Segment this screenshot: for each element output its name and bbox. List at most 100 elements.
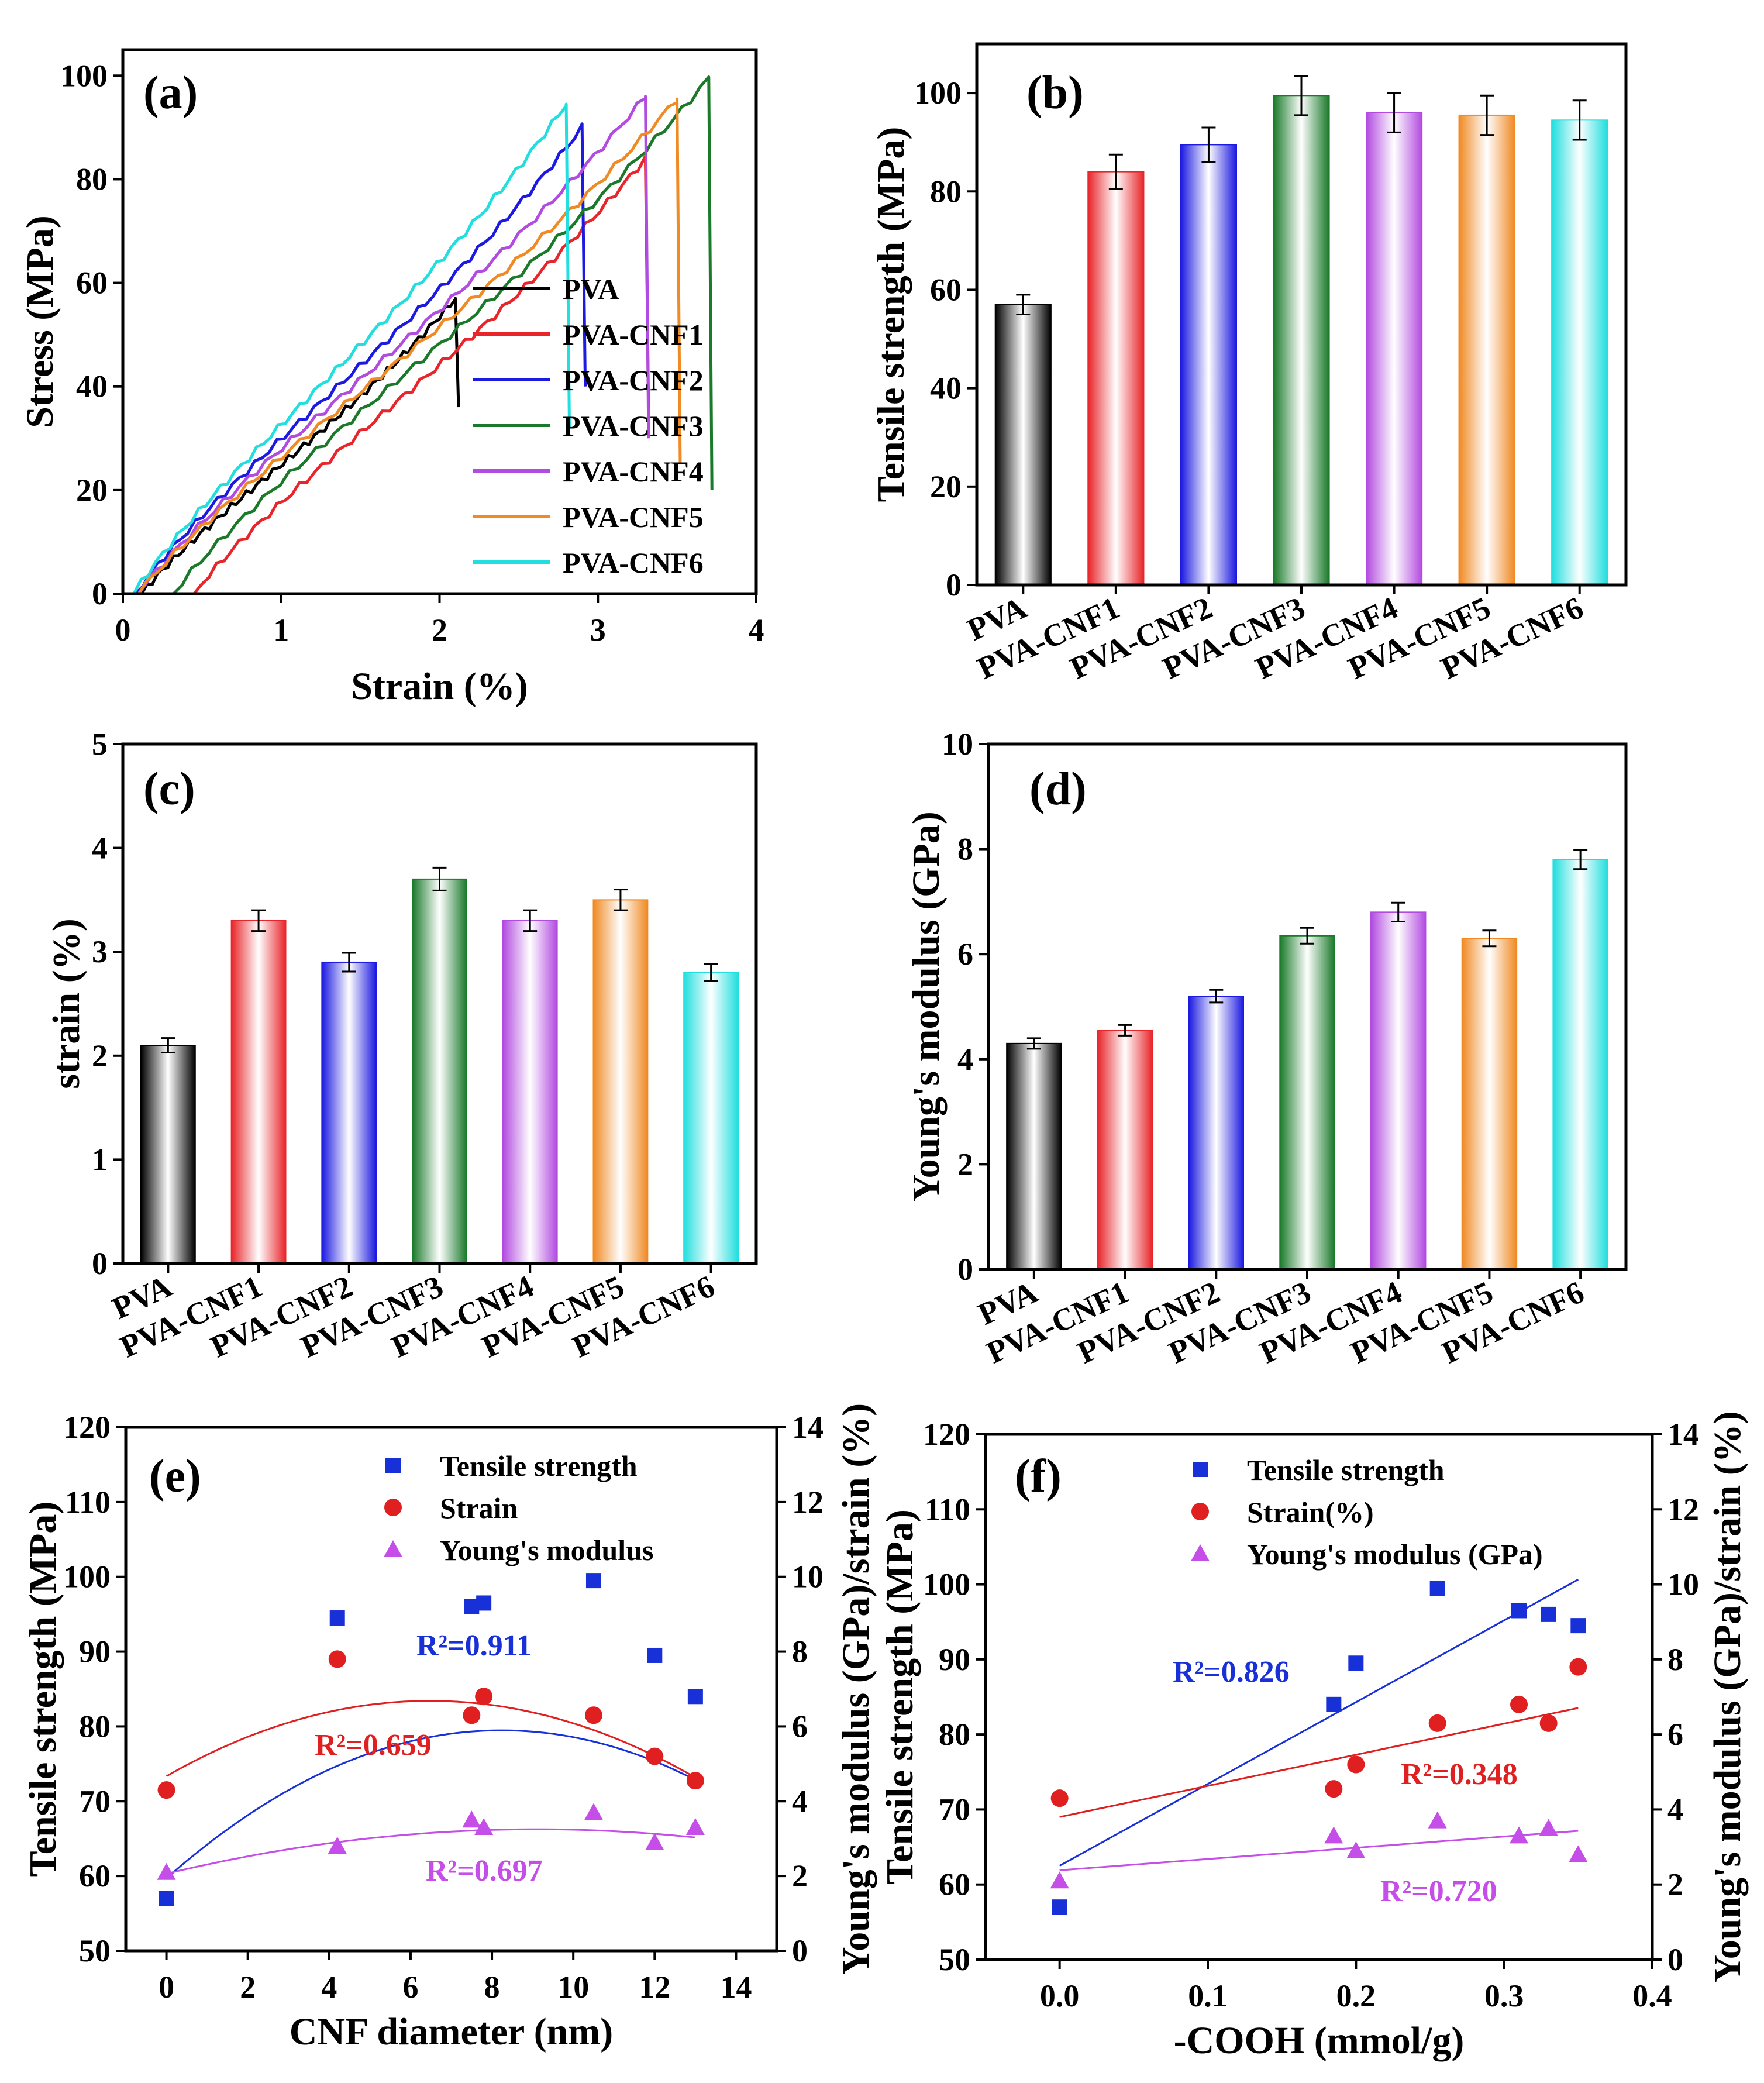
r2-label-strain: R²=0.348 (1401, 1758, 1518, 1791)
legend-label-pva-cnf3: PVA-CNF3 (563, 409, 704, 442)
legend-label-pva-cnf2: PVA-CNF2 (563, 364, 704, 397)
panel-e-right-ytick-label: 2 (792, 1858, 808, 1893)
point-ts (1429, 1580, 1445, 1596)
point-strain (584, 1706, 602, 1724)
panel-e-label: (e) (149, 1451, 201, 1502)
panel-c-label: (c) (143, 763, 195, 815)
legend-label-0: Tensile strength (440, 1450, 638, 1482)
point-ts (1326, 1696, 1342, 1712)
point-ts (1511, 1603, 1527, 1619)
point-ts (476, 1595, 492, 1611)
panel-a-xtick-label: 4 (749, 612, 764, 648)
panel-a: 0 20 40 60 80 100 0 1 2 3 4 (a) Strain (%) Stress (MP… (19, 48, 764, 708)
panel-f-right-ytick-label: 0 (1667, 1942, 1683, 1977)
curve-pva-cnf6 (132, 102, 571, 595)
curve-pva-cnf3 (172, 75, 714, 595)
legend-label-pva: PVA (563, 273, 619, 305)
fit-ym (1059, 1830, 1579, 1871)
panel-c-ytick-label: 1 (92, 1142, 108, 1177)
panel-e: 50 60 70 80 90 100 110 120 0 2 4 6 8 10 12 14 0 2 4 6 8 10 12 1… (22, 1403, 877, 2053)
panel-e-ytick-label: 90 (79, 1634, 111, 1669)
fit-ym (166, 1828, 696, 1875)
point-ts (1541, 1606, 1556, 1622)
point-ts (647, 1647, 663, 1663)
panel-a-ylabel: Stress (MPa) (19, 215, 61, 428)
panel-a-xtick-label: 3 (590, 612, 606, 648)
panel-b-ytick-label: 40 (930, 371, 962, 406)
panel-e-xtick-label: 6 (402, 1970, 418, 2005)
bar-pva-cnf2 (1180, 144, 1238, 586)
curve-pva (140, 297, 460, 595)
panel-e-xtick-label: 12 (639, 1970, 670, 2005)
panel-f-xtick-label: 0.2 (1336, 1978, 1376, 2013)
point-ym (1346, 1841, 1366, 1858)
bar-pva-cnf1 (1097, 1030, 1153, 1271)
panel-d-ylabel: Young's modulus (GPa) (905, 811, 948, 1202)
point-ym (1569, 1845, 1588, 1862)
legend-marker-2 (1191, 1544, 1210, 1561)
fit-strain (1059, 1707, 1579, 1818)
bar-pva-cnf5 (1461, 938, 1518, 1270)
bar-pva-cnf1 (1087, 171, 1145, 586)
panel-e-ytick-label: 120 (63, 1410, 111, 1445)
panel-e-ytick-label: 50 (79, 1933, 111, 1968)
point-ym (645, 1833, 664, 1850)
panel-c-ytick-label: 3 (92, 934, 108, 969)
panel-f-ytick-label: 100 (923, 1567, 970, 1602)
point-ym (1510, 1826, 1528, 1844)
panel-f-ytick-label: 60 (939, 1867, 970, 1902)
panel-f-label: (f) (1015, 1451, 1062, 1502)
panel-e-ytick-label: 100 (63, 1559, 111, 1595)
panel-f-ylabel: Tensile strength (MPa) (878, 1509, 921, 1885)
panel-e-ylabel2: Young's modulus (GPa)/strain (%) (835, 1403, 877, 1975)
panel-c: PVAPVA-CNF1PVA-CNF2PVA-CNF3PVA-CNF4PVA-C… (45, 727, 758, 1365)
r2-label-ym: R²=0.697 (426, 1854, 543, 1888)
panel-b-ytick-label: 80 (930, 174, 962, 209)
panel-e-xtick-label: 14 (720, 1970, 752, 2005)
bar-pva-cnf6 (1552, 859, 1608, 1271)
bar-pva-cnf4 (1366, 112, 1423, 586)
point-ym (1428, 1811, 1447, 1829)
curve-pva-cnf2 (134, 122, 587, 595)
panel-a-ytick-label: 40 (76, 369, 108, 404)
panel-a-xlabel: Strain (%) (351, 665, 528, 708)
panel-e-right-ytick-label: 14 (792, 1410, 824, 1445)
bar-pva-cnf4 (502, 920, 558, 1265)
point-strain (1569, 1658, 1587, 1676)
bar-pva-cnf6 (683, 972, 739, 1264)
legend-label-2: Young's modulus (440, 1534, 653, 1566)
panel-d-ytick-label: 4 (957, 1042, 973, 1077)
point-ym (584, 1803, 603, 1820)
panel-e-ytick-label: 60 (79, 1858, 111, 1893)
panel-e-xlabel: CNF diameter (nm) (290, 2010, 614, 2053)
panel-d-ytick-label: 10 (942, 727, 973, 762)
panel-f-xtick-label: 0.0 (1040, 1978, 1080, 2013)
point-strain (1428, 1714, 1446, 1732)
panel-e-frame (124, 1426, 778, 1953)
panel-a-label: (a) (143, 67, 198, 119)
point-strain (1510, 1695, 1528, 1713)
legend-label-2: Young's modulus (GPa) (1247, 1538, 1543, 1571)
panel-e-xtick-label: 0 (159, 1970, 174, 2005)
panel-b-ytick-label: 60 (930, 272, 962, 307)
legend-label-1: Strain (440, 1492, 518, 1524)
point-strain (328, 1650, 346, 1668)
legend-marker-1 (1191, 1503, 1209, 1520)
panel-e-ytick-label: 110 (65, 1485, 111, 1520)
panel-b-frame (975, 42, 1628, 587)
panel-e-right-ytick-label: 0 (792, 1933, 808, 1968)
bar-pva-cnf1 (230, 920, 287, 1265)
point-ts (329, 1610, 345, 1626)
panel-e-right-ytick-label: 6 (792, 1709, 808, 1744)
panel-b: PVAPVA-CNF1PVA-CNF2PVA-CNF3PVA-CNF4PVA-C… (870, 42, 1628, 686)
point-ts (1570, 1618, 1586, 1634)
r2-label-strain: R²=0.659 (315, 1729, 432, 1762)
panel-e-right-ytick-label: 4 (792, 1784, 808, 1819)
panel-e-right-ytick-label: 12 (792, 1485, 824, 1520)
panel-f-ylabel2: Young's modulus (GPa)/strain (%) (1706, 1411, 1749, 1982)
panel-f-right-ytick-label: 8 (1667, 1642, 1683, 1677)
fit-strain (166, 1700, 696, 1779)
panel-f-frame (984, 1433, 1654, 1961)
panel-a-ytick-label: 80 (76, 161, 108, 197)
r2-label-ts: R²=0.911 (416, 1629, 532, 1662)
